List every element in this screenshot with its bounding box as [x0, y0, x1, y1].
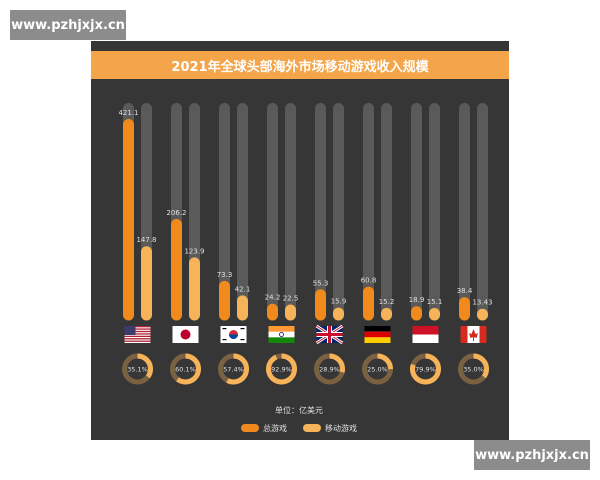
flag-canada-icon: [460, 326, 487, 343]
data-label-total-canada: 38.4: [457, 287, 473, 295]
legend-swatch-mobile: [303, 424, 321, 432]
flag-south-korea-icon: [220, 326, 247, 343]
data-label-mobile-japan: 123.9: [184, 247, 204, 255]
donut-label-canada: 35.0%: [463, 366, 484, 374]
bar-total-indonesia: [411, 306, 422, 321]
bar-track: [459, 103, 470, 321]
bar-track: [285, 103, 296, 321]
data-label-mobile-india: 22.5: [283, 295, 299, 303]
bar-track: [381, 103, 392, 321]
donut-share-germany: [362, 353, 393, 385]
donut-label-japan: 60.1%: [175, 366, 196, 374]
bar-total-united-states: [123, 119, 134, 321]
bar-mobile-japan: [189, 257, 200, 321]
data-label-mobile-united-kingdom: 15.9: [331, 298, 347, 306]
data-label-mobile-south-korea: 42.1: [235, 285, 251, 293]
bar-total-canada: [459, 297, 470, 321]
donut-share-canada: [458, 353, 489, 385]
bar-mobile-indonesia: [429, 307, 440, 321]
donut-label-india: 92.9%: [271, 366, 292, 374]
flag-japan-icon: [172, 326, 199, 343]
donut-label-indonesia: 79.9%: [415, 366, 436, 374]
bar-mobile-canada: [477, 308, 488, 321]
bar-mobile-united-states: [141, 246, 152, 321]
bar-track: [267, 103, 278, 321]
data-label-total-india: 24.2: [265, 294, 281, 302]
legend-label-mobile: 移动游戏: [325, 423, 357, 433]
bar-track: [315, 103, 326, 321]
watermark-bottom: www.pzhjxjx.cn: [474, 440, 590, 470]
chart-title: 2021年全球头部海外市场移动游戏收入规模: [91, 51, 509, 79]
watermark-top: www.pzhjxjx.cn: [10, 10, 126, 40]
bar-mobile-united-kingdom: [333, 307, 344, 321]
chart-panel: 2021年全球头部海外市场移动游戏收入规模 421.1 206.2 73.3 24.2…: [91, 41, 509, 440]
bar-mobile-germany: [381, 307, 392, 321]
legend-item-total: 总游戏: [241, 422, 287, 434]
data-label-total-indonesia: 18.9: [409, 296, 425, 304]
bar-mobile-india: [285, 304, 296, 321]
donut-share-japan: [170, 353, 201, 385]
unit-label: 单位：亿美元: [275, 406, 323, 415]
donut-share-india: [266, 353, 297, 385]
bar-track: [363, 103, 374, 321]
bar-track: [237, 103, 248, 321]
legend-label-total: 总游戏: [263, 423, 287, 433]
donut-share-united-kingdom: [314, 353, 345, 385]
bar-track: [477, 103, 488, 321]
data-label-mobile-germany: 15.2: [379, 298, 395, 306]
donut-label-united-states: 35.1%: [127, 366, 148, 374]
bar-track: [429, 103, 440, 321]
donut-share-south-korea: [218, 353, 249, 385]
bar-track: [411, 103, 422, 321]
data-label-total-japan: 206.2: [166, 209, 186, 217]
bar-track: [333, 103, 344, 321]
bar-total-japan: [171, 219, 182, 321]
legend-item-mobile: 移动游戏: [303, 422, 357, 434]
donut-label-united-kingdom: 28.9%: [319, 366, 340, 374]
donut-share-indonesia: [410, 353, 441, 385]
flag-germany-icon: [364, 326, 391, 343]
flag-united-states-icon: [124, 326, 151, 343]
bar-total-germany: [363, 286, 374, 321]
flag-indonesia-icon: [412, 326, 439, 343]
bar-track: [219, 103, 230, 321]
donut-label-south-korea: 57.4%: [223, 366, 244, 374]
data-label-total-south-korea: 73.3: [217, 271, 233, 279]
legend-swatch-total: [241, 424, 259, 432]
data-label-total-united-kingdom: 55.3: [313, 279, 329, 287]
donut-share-united-states: [122, 353, 153, 385]
data-label-mobile-indonesia: 15.1: [427, 298, 443, 306]
bar-total-united-kingdom: [315, 289, 326, 321]
data-label-total-germany: 60.8: [361, 277, 377, 285]
data-label-total-united-states: 421.1: [118, 109, 138, 117]
data-label-mobile-united-states: 147.8: [136, 236, 156, 244]
data-label-mobile-canada: 13.43: [472, 299, 492, 307]
chart-canvas: 421.1 206.2 73.3 24.2 55.3 60.8 18.9 38.4 147.8 1…: [118, 103, 493, 385]
flag-india-icon: [268, 326, 295, 343]
donut-label-germany: 25.0%: [367, 366, 388, 374]
bar-total-south-korea: [219, 280, 230, 321]
bar-mobile-south-korea: [237, 295, 248, 321]
flag-united-kingdom-icon: [315, 324, 344, 345]
bar-total-india: [267, 303, 278, 321]
